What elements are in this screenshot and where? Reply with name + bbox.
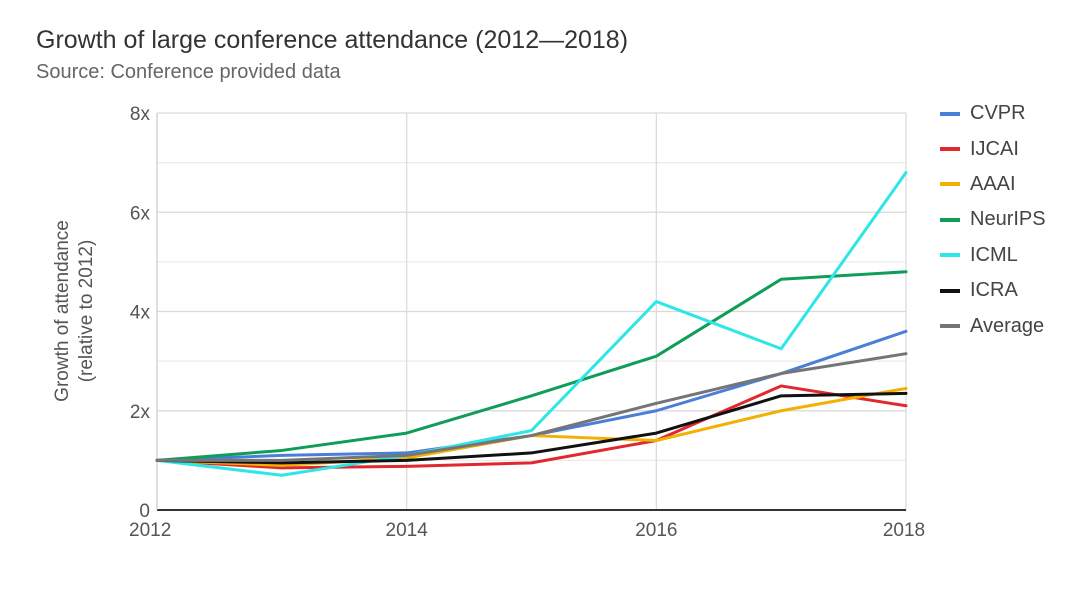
x-tick-label: 2014 bbox=[386, 520, 429, 541]
legend-label: NeurIPS bbox=[970, 208, 1046, 231]
legend-label: ICRA bbox=[970, 279, 1018, 302]
y-tick-label: 6x bbox=[130, 203, 151, 224]
series-line-average bbox=[155, 352, 908, 462]
legend-item-cvpr: CVPR bbox=[940, 96, 1046, 131]
tick-labels: 0 2x 4x 6x 8x 2012 2014 2016 2018 bbox=[129, 104, 925, 541]
legend-swatch bbox=[940, 147, 960, 152]
legend-label: CVPR bbox=[970, 102, 1026, 125]
chart-subtitle: Source: Conference provided data bbox=[36, 61, 341, 83]
legend-label: Average bbox=[970, 314, 1045, 337]
legend-item-icml: ICML bbox=[940, 238, 1046, 273]
legend-label: AAAI bbox=[970, 172, 1016, 195]
legend-swatch bbox=[940, 182, 960, 187]
legend-label: ICML bbox=[970, 243, 1018, 266]
x-tick-label: 2016 bbox=[635, 520, 677, 541]
legend-item-icra: ICRA bbox=[940, 273, 1046, 308]
legend: CVPR IJCAI AAAI NeurIPS ICML ICRA Average bbox=[940, 96, 1046, 344]
legend-swatch bbox=[940, 111, 960, 116]
series-line-icml bbox=[155, 171, 908, 477]
y-axis-label: Growth of attendance (relative to 2012) bbox=[52, 220, 97, 402]
x-tick-label: 2012 bbox=[129, 520, 171, 541]
chart-title: Growth of large conference attendance (2… bbox=[36, 26, 629, 54]
y-axis-label-line: (relative to 2012) bbox=[76, 240, 97, 383]
legend-swatch bbox=[940, 324, 960, 329]
legend-item-average: Average bbox=[940, 308, 1046, 343]
legend-label: IJCAI bbox=[970, 137, 1019, 160]
legend-swatch bbox=[940, 288, 960, 293]
legend-swatch bbox=[940, 217, 960, 222]
series-line-ijcai bbox=[155, 384, 908, 470]
axes bbox=[156, 113, 906, 511]
y-tick-label: 8x bbox=[130, 104, 151, 125]
y-tick-label: 2x bbox=[130, 402, 151, 423]
x-tick-label: 2018 bbox=[883, 520, 925, 541]
legend-item-neurips: NeurIPS bbox=[940, 202, 1046, 237]
legend-swatch bbox=[940, 253, 960, 258]
legend-item-aaai: AAAI bbox=[940, 167, 1046, 202]
legend-item-ijcai: IJCAI bbox=[940, 131, 1046, 166]
y-axis-label-line: Growth of attendance bbox=[52, 220, 73, 402]
series-line-neurips bbox=[155, 270, 908, 462]
y-tick-label: 4x bbox=[130, 303, 151, 324]
series-lines bbox=[155, 171, 908, 477]
y-tick-label: 0 bbox=[139, 501, 150, 522]
series-line-icra bbox=[155, 391, 908, 465]
